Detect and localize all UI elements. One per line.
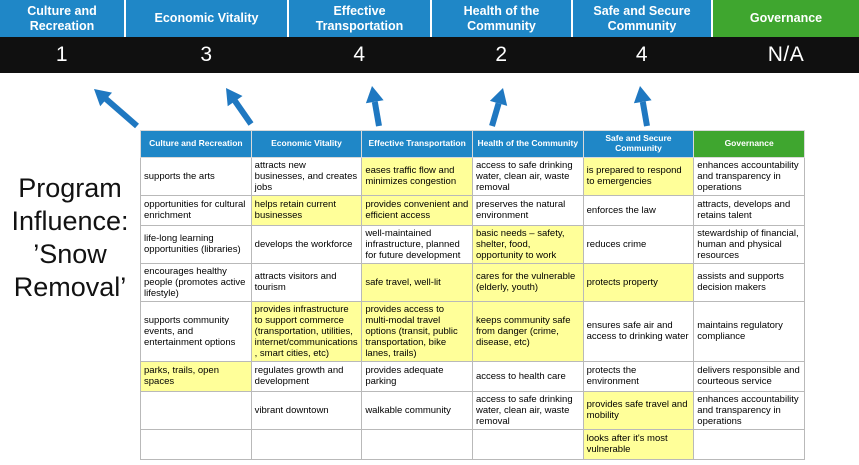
matrix-column-header: Governance bbox=[693, 130, 805, 158]
matrix-cell: provides safe travel and mobility bbox=[582, 390, 695, 430]
matrix-row: looks after it's most vulnerable bbox=[140, 428, 805, 460]
matrix-cell: develops the workforce bbox=[250, 224, 363, 264]
matrix-cell: walkable community bbox=[361, 390, 473, 430]
matrix-cell: helps retain current businesses bbox=[250, 194, 363, 226]
matrix-cell bbox=[361, 428, 473, 460]
pillar-header-economic-vitality: Economic Vitality bbox=[126, 0, 287, 37]
matrix-cell: enforces the law bbox=[582, 194, 695, 226]
matrix-cell: safe travel, well-lit bbox=[361, 262, 473, 302]
matrix-cell: provides adequate parking bbox=[361, 360, 473, 392]
pillar-header-effective-transportation: Effective Transportation bbox=[289, 0, 430, 37]
up-arrow-icon bbox=[365, 86, 384, 127]
matrix-cell: reduces crime bbox=[582, 224, 695, 264]
matrix-cell: attracts visitors and tourism bbox=[250, 262, 363, 302]
matrix-cell bbox=[471, 428, 584, 460]
matrix-row: supports community events, and entertain… bbox=[140, 300, 805, 362]
matrix-header-row: Culture and Recreation Economic Vitality E… bbox=[140, 130, 805, 158]
up-arrow-icon bbox=[94, 89, 139, 129]
pillar-header-health-of-the-community: Health of the Community bbox=[432, 0, 571, 37]
matrix-cell: provides infrastructure to support comme… bbox=[250, 300, 363, 362]
matrix-cell: regulates growth and development bbox=[250, 360, 363, 392]
up-arrow-icon bbox=[633, 86, 652, 127]
score-safe-and-secure-community: 4 bbox=[635, 43, 649, 66]
matrix-cell: life-long learning opportunities (librar… bbox=[140, 224, 252, 264]
pillar-header-governance: Governance bbox=[713, 0, 859, 37]
matrix-column-header: Effective Transportation bbox=[361, 130, 473, 158]
matrix-cell bbox=[140, 390, 252, 430]
score-governance: N/A bbox=[767, 43, 805, 66]
matrix-cell: stewardship of financial, human and phys… bbox=[693, 224, 805, 264]
matrix-cell: access to health care bbox=[471, 360, 584, 392]
score-economic-vitality: 3 bbox=[200, 43, 213, 66]
matrix-body: supports the arts attracts new businesses… bbox=[140, 156, 805, 460]
matrix-column-header: Health of the Community bbox=[471, 130, 584, 158]
matrix-cell bbox=[250, 428, 363, 460]
matrix-cell: is prepared to respond to emergencies bbox=[582, 156, 695, 196]
matrix-cell: eases traffic flow and minimizes congest… bbox=[361, 156, 473, 196]
program-influence-label: Program Influence: ’Snow Removal’ bbox=[11, 173, 129, 302]
matrix-cell: provides convenient and efficient access bbox=[361, 194, 473, 226]
score-row: 1 3 4 2 4 N/A bbox=[0, 37, 859, 73]
matrix-cell: attracts, develops and retains talent bbox=[693, 194, 805, 226]
matrix-cell: protects the environment bbox=[582, 360, 695, 392]
pillar-header-culture-and-recreation: Culture and Recreation bbox=[0, 0, 124, 37]
matrix-cell: vibrant downtown bbox=[250, 390, 363, 430]
matrix-cell: protects property bbox=[582, 262, 695, 302]
matrix-cell: cares for the vulnerable (elderly, youth… bbox=[471, 262, 584, 302]
matrix-cell: preserves the natural environment bbox=[471, 194, 584, 226]
matrix-cell: supports community events, and entertain… bbox=[140, 300, 252, 362]
matrix-cell: parks, trails, open spaces bbox=[140, 360, 252, 392]
matrix-row: encourages healthy people (promotes acti… bbox=[140, 262, 805, 302]
matrix-cell: provides access to multi-modal travel op… bbox=[361, 300, 473, 362]
matrix-cell: well-maintained infrastructure, planned … bbox=[361, 224, 473, 264]
pillar-header-safe-and-secure-community: Safe and Secure Community bbox=[573, 0, 711, 37]
matrix-cell: access to safe drinking water, clean air… bbox=[471, 390, 584, 430]
matrix-cell: attracts new businesses, and creates job… bbox=[250, 156, 363, 196]
score-culture-and-recreation: 1 bbox=[55, 43, 69, 66]
pillar-header-row: Culture and Recreation Economic Vitality… bbox=[0, 0, 859, 37]
matrix-column-header: Safe and Secure Community bbox=[582, 130, 695, 158]
matrix-cell: assists and supports decision makers bbox=[693, 262, 805, 302]
up-arrow-icon bbox=[226, 88, 254, 126]
matrix-cell: opportunities for cultural enrichment bbox=[140, 194, 252, 226]
matrix-row: supports the arts attracts new businesses… bbox=[140, 156, 805, 196]
matrix-row: vibrant downtown walkable community access… bbox=[140, 390, 805, 430]
matrix-row: opportunities for cultural enrichment hel… bbox=[140, 194, 805, 226]
up-arrow-icon bbox=[489, 88, 508, 127]
arrows-layer bbox=[94, 86, 652, 129]
matrix-cell: keeps community safe from danger (crime,… bbox=[471, 300, 584, 362]
matrix-cell: access to safe drinking water, clean air… bbox=[471, 156, 584, 196]
matrix-cell: maintains regulatory compliance bbox=[693, 300, 805, 362]
score-health-of-the-community: 2 bbox=[495, 43, 508, 66]
matrix-row: parks, trails, open spaces regulates grow… bbox=[140, 360, 805, 392]
score-effective-transportation: 4 bbox=[353, 43, 366, 66]
matrix-cell: looks after it's most vulnerable bbox=[582, 428, 695, 460]
matrix-cell bbox=[140, 428, 252, 460]
matrix-column-header: Economic Vitality bbox=[250, 130, 363, 158]
influence-matrix: Culture and Recreation Economic Vitality E… bbox=[140, 130, 805, 460]
matrix-cell: encourages healthy people (promotes acti… bbox=[140, 262, 252, 302]
matrix-cell: basic needs – safety, shelter, food, opp… bbox=[471, 224, 584, 264]
matrix-cell: ensures safe air and access to drinking … bbox=[582, 300, 695, 362]
matrix-cell: delivers responsible and courteous servi… bbox=[693, 360, 805, 392]
matrix-cell: enhances accountability and transparency… bbox=[693, 156, 805, 196]
matrix-cell bbox=[693, 428, 805, 460]
matrix-row: life-long learning opportunities (librar… bbox=[140, 224, 805, 264]
matrix-cell: supports the arts bbox=[140, 156, 252, 196]
matrix-column-header: Culture and Recreation bbox=[140, 130, 252, 158]
matrix-cell: enhances accountability and transparency… bbox=[693, 390, 805, 430]
